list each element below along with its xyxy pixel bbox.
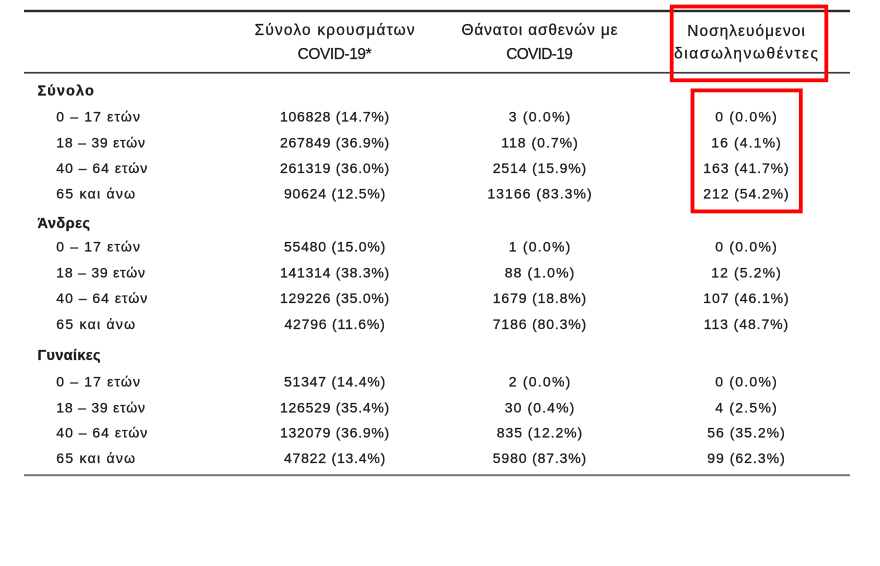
svg-text:113 (48.7%): 113 (48.7%) (704, 316, 788, 332)
svg-text:47822 (13.4%): 47822 (13.4%) (284, 450, 385, 466)
svg-text:56 (35.2%): 56 (35.2%) (707, 424, 785, 440)
svg-text:267849 (36.9%): 267849 (36.9%) (280, 134, 389, 150)
svg-text:118 (0.7%): 118 (0.7%) (501, 134, 578, 150)
svg-text:0 (0.0%): 0 (0.0%) (715, 108, 777, 124)
svg-text:0 (0.0%): 0 (0.0%) (715, 373, 777, 389)
svg-text:65 και άνω: 65 και άνω (56, 316, 135, 332)
svg-text:106828 (14.7%): 106828 (14.7%) (280, 108, 389, 124)
svg-text:88 (1.0%): 88 (1.0%) (505, 264, 575, 280)
svg-text:4 (2.5%): 4 (2.5%) (715, 399, 777, 415)
svg-text:5980 (87.3%): 5980 (87.3%) (493, 450, 586, 466)
svg-text:Θάνατοι ασθενών με: Θάνατοι ασθενών με (462, 22, 618, 39)
svg-text:διασωληνωθέντες: διασωληνωθέντες (674, 45, 818, 62)
svg-text:90624 (12.5%): 90624 (12.5%) (284, 185, 385, 201)
svg-text:212 (54.2%): 212 (54.2%) (703, 185, 788, 201)
svg-text:2 (0.0%): 2 (0.0%) (509, 373, 571, 389)
svg-text:18 – 39 ετών: 18 – 39 ετών (56, 399, 145, 415)
svg-text:107 (46.1%): 107 (46.1%) (703, 290, 788, 306)
svg-text:COVID-19: COVID-19 (506, 46, 573, 63)
svg-text:65 και άνω: 65 και άνω (56, 185, 135, 201)
svg-text:40 – 64 ετών: 40 – 64 ετών (56, 424, 147, 440)
svg-text:0 – 17 ετών: 0 – 17 ετών (56, 373, 140, 389)
svg-text:163 (41.7%): 163 (41.7%) (703, 160, 788, 176)
svg-text:1679 (18.8%): 1679 (18.8%) (493, 290, 586, 306)
svg-text:51347 (14.4%): 51347 (14.4%) (284, 373, 385, 389)
svg-text:3 (0.0%): 3 (0.0%) (509, 108, 571, 124)
svg-text:40 – 64 ετών: 40 – 64 ετών (56, 290, 147, 306)
svg-text:18 – 39 ετών: 18 – 39 ετών (56, 134, 145, 150)
svg-text:40 – 64 ετών: 40 – 64 ετών (56, 160, 147, 176)
svg-text:2514 (15.9%): 2514 (15.9%) (493, 160, 586, 176)
svg-text:129226 (35.0%): 129226 (35.0%) (280, 290, 389, 306)
svg-text:65 και άνω: 65 και άνω (56, 450, 135, 466)
svg-text:7186 (80.3%): 7186 (80.3%) (493, 316, 586, 332)
svg-text:Σύνολο: Σύνολο (38, 84, 94, 100)
svg-text:0 – 17 ετών: 0 – 17 ετών (56, 108, 140, 124)
svg-text:126529 (35.4%): 126529 (35.4%) (280, 399, 389, 415)
svg-text:Γυναίκες: Γυναίκες (38, 348, 101, 364)
svg-text:13166 (83.3%): 13166 (83.3%) (487, 185, 591, 201)
svg-text:Σύνολο κρουσμάτων: Σύνολο κρουσμάτων (255, 22, 415, 39)
svg-text:0 (0.0%): 0 (0.0%) (715, 238, 777, 254)
svg-text:835 (12.2%): 835 (12.2%) (497, 424, 582, 440)
svg-text:55480 (15.0%): 55480 (15.0%) (284, 238, 385, 254)
svg-text:12 (5.2%): 12 (5.2%) (711, 264, 781, 280)
svg-text:99 (62.3%): 99 (62.3%) (707, 450, 785, 466)
svg-text:18 – 39 ετών: 18 – 39 ετών (56, 264, 145, 280)
svg-text:COVID-19*: COVID-19* (298, 46, 372, 63)
svg-text:42796 (11.6%): 42796 (11.6%) (284, 316, 384, 332)
svg-text:16 (4.1%): 16 (4.1%) (711, 134, 781, 150)
svg-text:30 (0.4%): 30 (0.4%) (505, 399, 575, 415)
svg-text:141314 (38.3%): 141314 (38.3%) (280, 264, 389, 280)
svg-text:Άνδρες: Άνδρες (38, 216, 91, 232)
svg-text:Νοσηλευόμενοι: Νοσηλευόμενοι (687, 23, 805, 40)
svg-text:1 (0.0%): 1 (0.0%) (509, 238, 571, 254)
svg-text:261319 (36.0%): 261319 (36.0%) (280, 160, 389, 176)
svg-text:0 – 17 ετών: 0 – 17 ετών (56, 238, 140, 254)
svg-text:132079 (36.9%): 132079 (36.9%) (280, 424, 389, 440)
